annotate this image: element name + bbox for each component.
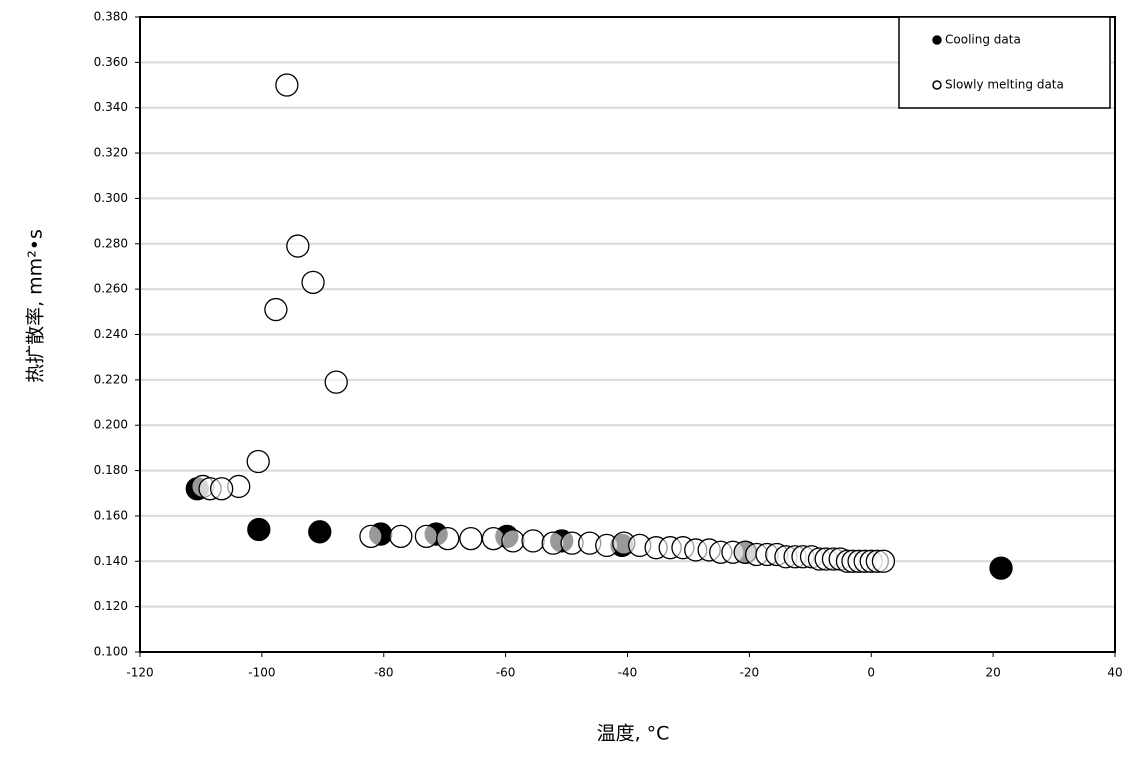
y-tick-label: 0.240 <box>94 327 128 341</box>
y-tick-label: 0.200 <box>94 418 128 432</box>
y-tick-label: 0.380 <box>94 10 128 24</box>
legend-box <box>898 16 1111 109</box>
y-tick-label: 0.300 <box>94 191 128 205</box>
marker <box>210 477 234 501</box>
y-tick-label: 0.140 <box>94 554 128 568</box>
x-tick-label: -20 <box>740 666 760 680</box>
y-tick-label: 0.220 <box>94 372 128 386</box>
legend-label: Slowly melting data <box>945 78 1064 92</box>
x-tick-label: -80 <box>374 666 394 680</box>
x-tick-label: -40 <box>618 666 638 680</box>
x-tick-label: -120 <box>126 666 153 680</box>
marker <box>247 517 271 542</box>
marker <box>436 526 460 551</box>
marker <box>521 529 545 553</box>
y-axis-title: 热扩散率, mm²•s <box>25 229 47 383</box>
x-axis-title: 温度, °C <box>597 723 670 745</box>
x-tick-label: 40 <box>1107 666 1122 680</box>
x-tick-label: -100 <box>248 666 275 680</box>
y-tick-label: 0.360 <box>94 55 128 69</box>
legend-marker <box>932 80 942 90</box>
marker <box>275 73 299 97</box>
marker <box>359 524 383 548</box>
y-tick-label: 0.260 <box>94 282 128 296</box>
x-tick-label: 0 <box>867 666 875 680</box>
marker <box>286 234 310 258</box>
marker <box>459 526 483 551</box>
marker <box>308 520 332 544</box>
marker <box>301 270 325 294</box>
marker <box>264 297 288 322</box>
x-tick-label: -60 <box>496 666 516 680</box>
x-tick-label: 20 <box>985 666 1000 680</box>
marker <box>501 529 525 553</box>
marker <box>389 524 413 548</box>
y-tick-label: 0.280 <box>94 236 128 250</box>
marker <box>481 526 506 551</box>
marker <box>871 549 896 573</box>
y-tick-label: 0.100 <box>94 645 128 659</box>
y-tick-label: 0.320 <box>94 146 128 160</box>
y-tick-label: 0.340 <box>94 100 128 114</box>
marker <box>989 556 1013 580</box>
y-tick-label: 0.120 <box>94 599 128 613</box>
marker <box>414 524 439 548</box>
plot-frame <box>139 16 1116 653</box>
marker <box>246 449 270 474</box>
y-tick-label: 0.180 <box>94 463 128 477</box>
legend-label: Cooling data <box>945 33 1021 47</box>
marker <box>324 370 348 394</box>
y-tick-label: 0.160 <box>94 508 128 522</box>
legend-marker <box>932 35 942 45</box>
